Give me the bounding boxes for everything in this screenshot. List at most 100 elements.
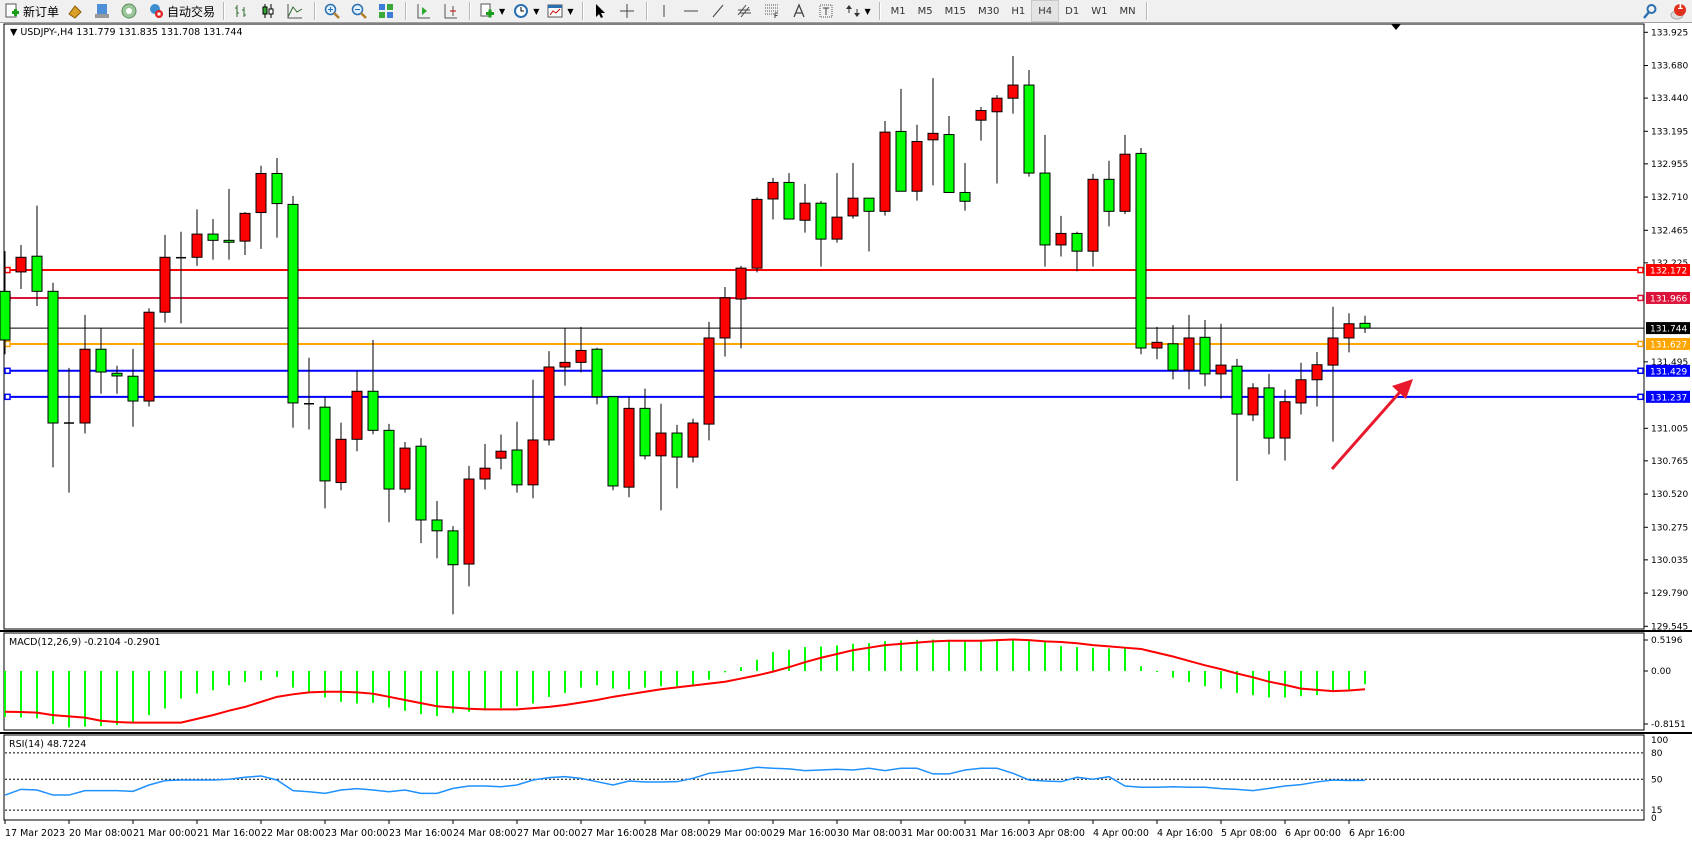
data-window-button[interactable]	[91, 1, 116, 21]
crosshair-tool-button[interactable]	[616, 1, 641, 21]
price-level-label: 131.966	[1650, 294, 1687, 304]
cursor-tool-button[interactable]	[589, 1, 614, 21]
candle	[304, 357, 314, 430]
price-level-label: 131.627	[1650, 340, 1687, 350]
arrow-shaft	[1330, 391, 1402, 470]
indicators-button[interactable]: ▼	[476, 1, 508, 21]
template-icon	[547, 3, 563, 19]
candle-body-up	[911, 140, 923, 192]
timeframe-d1[interactable]: D1	[1065, 5, 1080, 17]
price-level-tag	[1646, 337, 1690, 350]
tile-windows-button[interactable]	[375, 1, 400, 21]
new-order-button[interactable]: 新订单	[1, 1, 62, 21]
auto-scroll-button[interactable]	[412, 1, 437, 21]
time-label: 31 Mar 00:00	[901, 828, 964, 839]
chart-shift-button[interactable]	[439, 1, 464, 21]
candlestick-icon	[260, 3, 276, 19]
timeframe-m15[interactable]: M15	[944, 5, 967, 17]
candle	[1103, 160, 1115, 227]
time-label: 21 Mar 00:00	[133, 828, 196, 839]
candle-body-up	[879, 131, 891, 212]
candle	[975, 107, 987, 141]
candle-body-down	[223, 239, 235, 243]
timeframe-w1[interactable]: W1	[1091, 5, 1108, 17]
candle	[31, 205, 43, 306]
candle-body-up	[191, 233, 203, 258]
navigator-button[interactable]	[118, 1, 143, 21]
timeframe-mn[interactable]: MN	[1119, 5, 1136, 17]
fibonacci-button[interactable]	[761, 1, 786, 21]
new-order-icon	[4, 3, 20, 19]
line-chart-icon	[287, 3, 303, 19]
candle-body-up	[1087, 178, 1099, 252]
zoom-in-button[interactable]	[321, 1, 346, 21]
candle-body-down	[815, 202, 827, 240]
time-label: 28 Mar 08:00	[645, 828, 708, 839]
candle	[735, 265, 747, 349]
time-label: 31 Mar 16:00	[965, 828, 1028, 839]
clock-icon	[513, 3, 529, 19]
equidistant-channel-button[interactable]	[734, 1, 759, 21]
price-level-tag	[1646, 291, 1690, 304]
candle-body-up	[1055, 232, 1067, 246]
candle	[15, 244, 27, 290]
rsi-panel[interactable]	[3, 734, 1645, 821]
time-label: 23 Mar 16:00	[389, 828, 452, 839]
candle	[591, 347, 603, 405]
new-order-label: 新订单	[23, 4, 60, 19]
candle	[927, 78, 939, 186]
candle	[575, 326, 587, 373]
level-handle-icon	[1637, 367, 1644, 375]
macd-panel[interactable]	[3, 632, 1645, 731]
price-label: 133.440	[1651, 94, 1688, 104]
auto-trading-label: 自动交易	[167, 4, 216, 19]
trendline-button[interactable]	[707, 1, 732, 21]
periods-button[interactable]: ▼	[510, 1, 542, 21]
line-chart-button[interactable]	[284, 1, 309, 21]
timeframe-m1[interactable]: M1	[890, 5, 906, 17]
time-axis: 17 Mar 2023 20 Mar 08:00 21 Mar 00:00 21 Ma…	[4, 820, 1405, 839]
templates-button[interactable]: ▼	[544, 1, 576, 21]
auto-trading-button[interactable]: 自动交易	[145, 1, 218, 21]
candle-body-up	[799, 202, 811, 221]
fibonacci-icon	[764, 3, 780, 19]
main-chart-panel[interactable]	[3, 23, 1645, 630]
horizontal-line-button[interactable]	[680, 1, 705, 21]
candle-body-down	[1167, 343, 1179, 371]
candle-body-down	[863, 197, 875, 212]
chart-shift-marker-icon[interactable]	[1391, 24, 1401, 30]
tile-windows-icon	[378, 3, 394, 19]
price-label: 129.545	[1651, 622, 1688, 632]
time-label: 6 Apr 00:00	[1285, 828, 1341, 839]
timeframe-h1[interactable]: H1	[1011, 5, 1026, 17]
candle-body-up	[1247, 387, 1259, 416]
toolbar-separator	[314, 2, 317, 20]
candle	[191, 209, 203, 266]
text-tool-button[interactable]	[788, 1, 813, 21]
search-button[interactable]	[1639, 1, 1664, 21]
candle	[879, 120, 891, 216]
candle-body-down	[287, 203, 299, 404]
arrows-button[interactable]: ▼	[842, 1, 874, 21]
level-handle-icon	[4, 367, 11, 375]
candle-body-down	[319, 406, 331, 482]
notifications-button[interactable]: 1	[1666, 1, 1691, 21]
candle	[831, 173, 843, 243]
time-label: 21 Mar 16:00	[197, 828, 260, 839]
candle-body-up	[719, 297, 731, 339]
timeframe-m5[interactable]: M5	[917, 5, 933, 17]
candlestick-chart-button[interactable]	[257, 1, 282, 21]
candle	[751, 197, 763, 273]
macd-axis-label: 0.00	[1651, 667, 1671, 677]
bar-chart-button[interactable]	[230, 1, 255, 21]
zoom-out-button[interactable]	[348, 1, 373, 21]
vertical-line-button[interactable]	[653, 1, 678, 21]
candle-body-up	[1343, 323, 1355, 339]
price-label: 130.275	[1651, 523, 1688, 533]
timeframe-h4[interactable]: H4	[1031, 0, 1060, 22]
text-label-button[interactable]	[815, 1, 840, 21]
market-watch-button[interactable]	[64, 1, 89, 21]
timeframe-m30[interactable]: M30	[978, 5, 1000, 17]
candle-body-up	[703, 337, 715, 425]
